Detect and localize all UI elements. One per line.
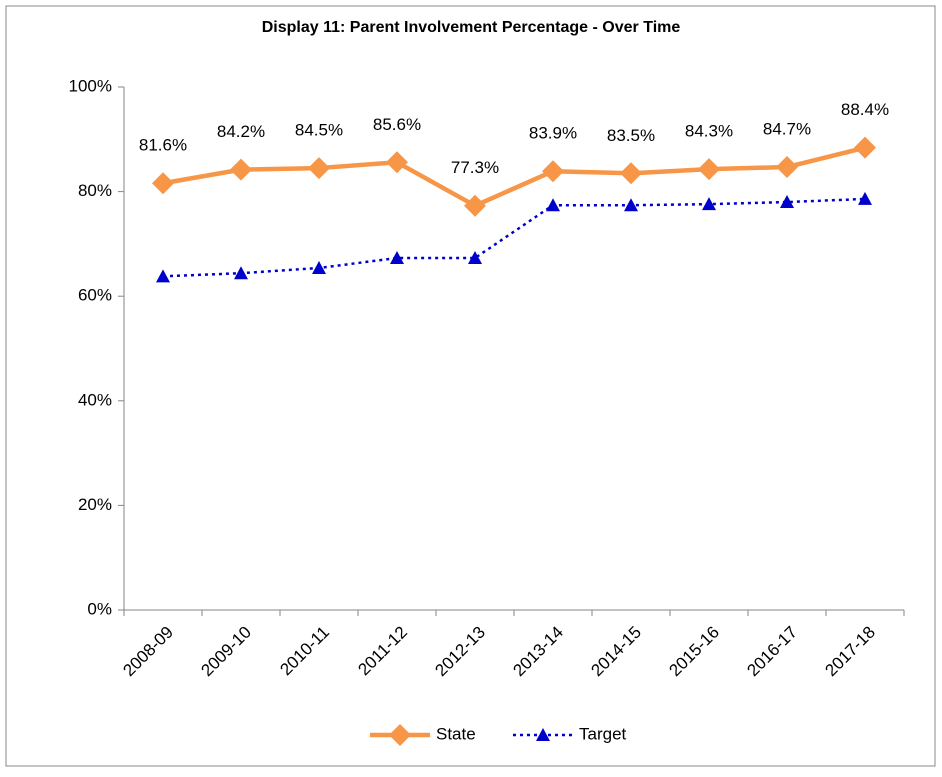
y-tick-label: 0%	[87, 599, 112, 618]
data-label: 84.2%	[217, 122, 265, 141]
diamond-marker	[386, 151, 408, 174]
data-label: 85.6%	[373, 115, 421, 134]
legend-label: Target	[579, 724, 627, 743]
triangle-marker	[702, 197, 716, 211]
diamond-marker	[620, 162, 642, 185]
y-tick-label: 100%	[69, 76, 112, 95]
y-tick-label: 40%	[78, 390, 112, 409]
y-tick-label: 20%	[78, 495, 112, 514]
triangle-marker	[312, 260, 326, 274]
y-tick-label: 60%	[78, 286, 112, 305]
diamond-marker	[152, 172, 174, 195]
diamond-marker	[464, 194, 486, 217]
triangle-marker	[624, 198, 638, 212]
diamond-marker	[854, 136, 876, 159]
series-line	[162, 145, 866, 208]
diamond-marker	[698, 158, 720, 181]
triangle-marker	[234, 266, 248, 280]
y-tick-label: 80%	[78, 181, 112, 200]
data-label: 84.3%	[685, 122, 733, 141]
chart-border	[5, 5, 936, 767]
data-label: 84.5%	[295, 121, 343, 140]
legend-label: State	[436, 724, 476, 743]
data-label: 83.9%	[529, 124, 577, 143]
triangle-marker	[858, 191, 872, 205]
series-line	[162, 197, 866, 278]
diamond-marker	[389, 724, 411, 746]
diamond-marker	[776, 156, 798, 179]
triangle-marker	[780, 195, 794, 209]
data-label: 88.4%	[841, 100, 889, 119]
diamond-marker	[308, 157, 330, 180]
triangle-marker	[536, 728, 550, 741]
data-label: 83.5%	[607, 126, 655, 145]
data-label: 81.6%	[139, 136, 187, 155]
triangle-marker	[156, 269, 170, 283]
triangle-marker	[546, 198, 560, 212]
triangle-marker	[390, 251, 404, 265]
diamond-marker	[542, 160, 564, 183]
triangle-marker	[468, 251, 482, 265]
diamond-marker	[230, 158, 252, 181]
data-label: 77.3%	[451, 158, 499, 177]
data-label: 84.7%	[763, 120, 811, 139]
chart-title: Display 11: Parent Involvement Percentag…	[262, 19, 681, 36]
